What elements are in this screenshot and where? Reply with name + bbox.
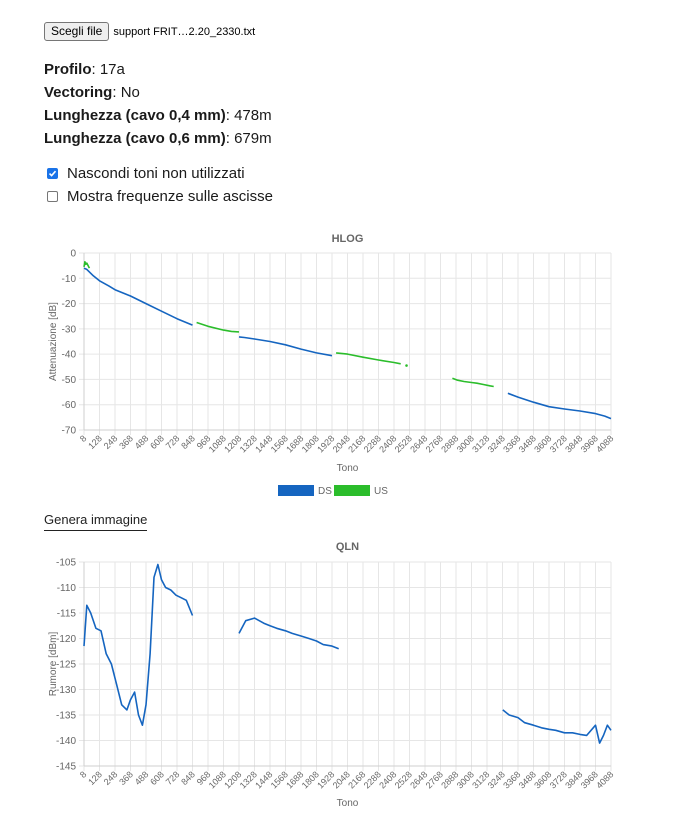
hide-unused-tones-checkbox[interactable] — [47, 168, 58, 179]
info-length-06: Lunghezza (cavo 0,6 mm): 679m — [44, 130, 272, 147]
x-tick-label: 128 — [86, 769, 104, 787]
y-tick-label: -140 — [56, 736, 76, 747]
y-tick-label: -105 — [56, 558, 76, 569]
y-tick-label: -110 — [57, 583, 77, 594]
y-axis-label: Rumore [dBm] — [48, 632, 59, 697]
y-axis-label: Attenuazione [dB] — [48, 302, 59, 381]
info-label: Vectoring — [44, 84, 113, 101]
series-ds-line — [507, 392, 612, 420]
series-ds-line — [502, 709, 612, 744]
info-profile: Profilo: 17a — [44, 61, 125, 78]
x-tick-label: 488 — [133, 769, 151, 787]
x-tick-label: 608 — [148, 769, 166, 787]
generate-image-button[interactable]: Genera immagine — [44, 512, 148, 531]
series-us-point — [405, 364, 408, 367]
chart-options: Nascondi toni non utilizzati Mostra freq… — [44, 162, 273, 208]
y-tick-label: -10 — [62, 274, 77, 285]
series-ds-line — [238, 336, 333, 357]
x-tick-label: 368 — [117, 769, 135, 787]
chart-title: QLN — [336, 541, 359, 553]
x-tick-label: 8 — [78, 769, 89, 780]
legend-label-ds: DS — [318, 486, 332, 497]
option-label: Mostra frequenze sulle ascisse — [67, 188, 273, 205]
info-label: Profilo — [44, 61, 92, 78]
y-tick-label: -125 — [56, 660, 76, 671]
series-us-line — [83, 261, 91, 269]
series-ds-line — [238, 617, 339, 650]
selected-file-name: support FRIT…2.20_2330.txt — [113, 25, 256, 38]
x-tick-label: 608 — [148, 433, 166, 451]
y-tick-label: -70 — [62, 426, 77, 437]
info-value: 679m — [234, 130, 272, 147]
x-tick-label: 848 — [179, 769, 197, 787]
info-value: No — [120, 84, 140, 101]
option-label: Nascondi toni non utilizzati — [67, 165, 245, 182]
y-tick-label: -130 — [56, 685, 76, 696]
x-tick-label: 4088 — [594, 769, 615, 790]
line-info: Profilo: 17a Vectoring: No Lunghezza (ca… — [44, 58, 272, 150]
info-label: Lunghezza (cavo 0,4 mm) — [44, 107, 226, 124]
file-input-row: Scegli file support FRIT…2.20_2330.txt — [44, 22, 255, 41]
y-tick-label: -145 — [56, 762, 76, 773]
show-frequencies-option[interactable]: Mostra frequenze sulle ascisse — [44, 185, 273, 208]
y-tick-label: 0 — [70, 249, 76, 260]
legend-swatch-ds — [278, 485, 314, 496]
x-tick-label: 728 — [164, 433, 182, 451]
legend-swatch-us — [334, 485, 370, 496]
y-tick-label: -135 — [56, 711, 76, 722]
info-value: 17a — [99, 61, 125, 78]
x-axis-label: Tono — [337, 798, 359, 809]
x-tick-label: 848 — [179, 433, 197, 451]
y-tick-label: -60 — [62, 400, 77, 411]
legend-label-us: US — [374, 486, 388, 497]
y-tick-label: -120 — [56, 634, 76, 645]
info-vectoring: Vectoring: No — [44, 84, 140, 101]
choose-file-button[interactable]: Scegli file — [44, 22, 110, 41]
x-tick-label: 4088 — [594, 433, 615, 454]
series-ds-line — [83, 563, 194, 726]
y-tick-label: -20 — [62, 299, 77, 310]
series-us-line — [452, 377, 494, 388]
x-tick-label: 728 — [164, 769, 182, 787]
qln-chart: QLN-105-110-115-120-125-130-135-140-1458… — [48, 541, 615, 809]
y-tick-label: -30 — [62, 324, 77, 335]
y-tick-label: -50 — [62, 375, 77, 386]
check-icon — [48, 170, 57, 177]
x-tick-label: 248 — [102, 433, 120, 451]
info-label: Lunghezza (cavo 0,6 mm) — [44, 130, 226, 147]
series-ds-line — [83, 267, 193, 326]
info-length-04: Lunghezza (cavo 0,4 mm): 478m — [44, 107, 272, 124]
x-tick-label: 8 — [78, 433, 89, 444]
hlog-chart: HLOG 0 -10 -20 -30 -40 -50 -60 -7081282483684886… — [48, 233, 615, 497]
x-tick-label: 128 — [86, 433, 104, 451]
show-frequencies-checkbox[interactable] — [47, 191, 58, 202]
series-us-line — [336, 352, 401, 365]
y-tick-label: -115 — [57, 609, 77, 620]
series-us-line — [196, 321, 240, 333]
x-tick-label: 368 — [117, 433, 135, 451]
x-tick-label: 248 — [102, 769, 120, 787]
x-axis-label: Tono — [337, 463, 359, 474]
chart-title: HLOG — [332, 233, 364, 245]
hide-unused-tones-option[interactable]: Nascondi toni non utilizzati — [44, 162, 273, 185]
info-value: 478m — [234, 107, 272, 124]
x-tick-label: 488 — [133, 433, 151, 451]
y-tick-label: -40 — [62, 350, 77, 361]
